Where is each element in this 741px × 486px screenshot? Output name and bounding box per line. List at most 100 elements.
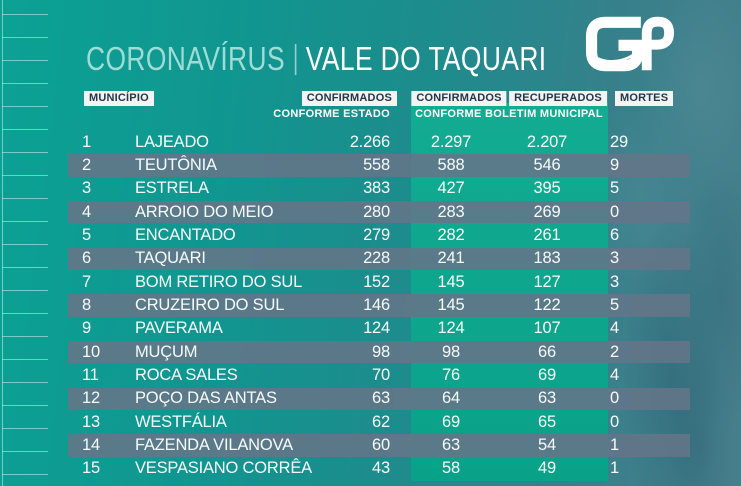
- cell-mortes: 9: [610, 155, 619, 174]
- cell-rank: 11: [82, 365, 99, 384]
- cell-rank: 3: [82, 179, 91, 198]
- cell-recuperados: 269: [533, 202, 561, 221]
- cell-recuperados: 66: [538, 342, 556, 361]
- cell-confirmados-municipal: 2.297: [430, 132, 472, 151]
- cell-mortes: 1: [610, 459, 619, 478]
- table-row: 8 CRUZEIRO DO SUL 146 145 122 5: [0, 294, 741, 317]
- table-row: 10 MUÇUM 98 98 66 2: [0, 341, 741, 364]
- cell-mortes: 4: [610, 319, 619, 338]
- cell-confirmados-municipal: 145: [437, 272, 465, 291]
- table-row: 11 ROCA SALES 70 76 69 4: [0, 364, 741, 387]
- cell-confirmados-estado: 98: [372, 342, 390, 361]
- cell-rank: 8: [82, 295, 91, 314]
- municipality-table: 1 LAJEADO 2.266 2.297 2.207 29 2 TEUTÔNIA 558 588…: [0, 131, 741, 481]
- cell-municipio: TAQUARI: [135, 249, 206, 268]
- cell-confirmados-municipal: 241: [437, 249, 465, 268]
- cell-recuperados: 54: [538, 435, 556, 454]
- cell-recuperados: 127: [533, 272, 561, 291]
- cell-recuperados: 395: [533, 179, 561, 198]
- cell-confirmados-municipal: 588: [437, 155, 465, 174]
- cell-mortes: 0: [610, 412, 619, 431]
- cell-rank: 7: [82, 272, 91, 291]
- table-row: 13 WESTFÁLIA 62 69 65 0: [0, 411, 741, 434]
- cell-recuperados: 63: [538, 389, 556, 408]
- cell-mortes: 1: [610, 435, 619, 454]
- cell-mortes: 4: [610, 365, 619, 384]
- cell-confirmados-estado: 279: [363, 225, 390, 244]
- cell-mortes: 0: [610, 202, 619, 221]
- cell-municipio: TEUTÔNIA: [135, 155, 217, 174]
- cell-recuperados: 107: [533, 319, 561, 338]
- table-row: 4 ARROIO DO MEIO 280 283 269 0: [0, 201, 741, 224]
- cell-mortes: 3: [610, 272, 619, 291]
- row-stripe: [68, 387, 690, 411]
- cell-rank: 15: [82, 459, 100, 478]
- cell-confirmados-municipal: 124: [437, 319, 465, 338]
- cell-rank: 2: [82, 155, 91, 174]
- cell-confirmados-estado: 152: [363, 272, 390, 291]
- cell-confirmados-estado: 63: [372, 389, 390, 408]
- cell-mortes: 5: [610, 179, 619, 198]
- cell-municipio: ROCA SALES: [135, 365, 238, 384]
- decorative-ladder-lines: [2, 0, 48, 486]
- cell-confirmados-estado: 62: [372, 412, 390, 431]
- cell-confirmados-estado: 2.266: [349, 132, 390, 151]
- cell-confirmados-estado: 124: [363, 319, 390, 338]
- cell-recuperados: 122: [533, 295, 561, 314]
- cell-recuperados: 261: [533, 225, 561, 244]
- cell-municipio: CRUZEIRO DO SUL: [135, 295, 285, 314]
- cell-recuperados: 183: [533, 249, 561, 268]
- cell-recuperados: 546: [533, 155, 561, 174]
- table-row: 14 FAZENDA VILANOVA 60 63 54 1: [0, 434, 741, 457]
- table-row: 1 LAJEADO 2.266 2.297 2.207 29: [0, 131, 741, 154]
- cell-confirmados-estado: 558: [363, 155, 390, 174]
- row-stripe: [68, 294, 690, 317]
- cell-rank: 9: [82, 319, 91, 338]
- cell-mortes: 29: [610, 132, 628, 151]
- cell-municipio: LAJEADO: [135, 132, 209, 151]
- subheader-conforme-estado: CONFORME ESTADO: [273, 108, 390, 120]
- cell-municipio: FAZENDA VILANOVA: [135, 435, 293, 454]
- cell-mortes: 5: [610, 295, 619, 314]
- cell-rank: 4: [82, 202, 91, 221]
- cell-rank: 10: [82, 342, 100, 361]
- row-stripe: [68, 201, 690, 224]
- row-stripe: [68, 341, 690, 364]
- cell-rank: 13: [82, 412, 100, 431]
- cell-rank: 1: [82, 132, 91, 151]
- subheader-conforme-boletim-municipal: CONFORME BOLETIM MUNICIPAL: [415, 108, 603, 120]
- cell-mortes: 0: [610, 389, 619, 408]
- table-row: 7 BOM RETIRO DO SUL 152 145 127 3: [0, 271, 741, 294]
- table-row: 6 TAQUARI 228 241 183 3: [0, 247, 741, 271]
- row-stripe: [68, 434, 690, 457]
- cell-mortes: 2: [610, 342, 619, 361]
- row-stripe: [68, 247, 690, 271]
- cell-confirmados-municipal: 69: [442, 412, 460, 431]
- cell-confirmados-estado: 146: [363, 295, 390, 314]
- cell-confirmados-municipal: 283: [437, 202, 465, 221]
- cell-confirmados-estado: 60: [372, 435, 390, 454]
- column-header-recuperados: RECUPERADOS: [509, 91, 607, 106]
- table-row: 9 PAVERAMA 124 124 107 4: [0, 317, 741, 340]
- cell-confirmados-estado: 383: [363, 179, 390, 198]
- page-title: CORONAVÍRUS VALE DO TAQUARI: [86, 40, 547, 77]
- column-header-municipio: MUNICÍPIO: [84, 91, 154, 106]
- table-row: 12 POÇO DAS ANTAS 63 64 63 0: [0, 387, 741, 411]
- table-row: 15 VESPASIANO CORRÊA 43 58 49 1: [0, 457, 741, 480]
- cell-municipio: VESPASIANO CORRÊA: [135, 459, 312, 478]
- title-region: VALE DO TAQUARI: [305, 40, 547, 77]
- cell-confirmados-municipal: 76: [442, 365, 460, 384]
- cell-recuperados: 65: [538, 412, 556, 431]
- cell-confirmados-estado: 280: [363, 202, 390, 221]
- cell-confirmados-municipal: 427: [437, 179, 465, 198]
- cell-recuperados: 2.207: [526, 132, 568, 151]
- cell-rank: 12: [82, 389, 100, 408]
- cell-confirmados-estado: 228: [363, 249, 390, 268]
- cell-municipio: ARROIO DO MEIO: [135, 202, 274, 221]
- cell-confirmados-municipal: 145: [437, 295, 465, 314]
- cell-municipio: BOM RETIRO DO SUL: [135, 272, 303, 291]
- column-header-confirmados-estado: CONFIRMADOS: [301, 91, 397, 106]
- cell-rank: 6: [82, 249, 91, 268]
- cell-municipio: PAVERAMA: [135, 319, 223, 338]
